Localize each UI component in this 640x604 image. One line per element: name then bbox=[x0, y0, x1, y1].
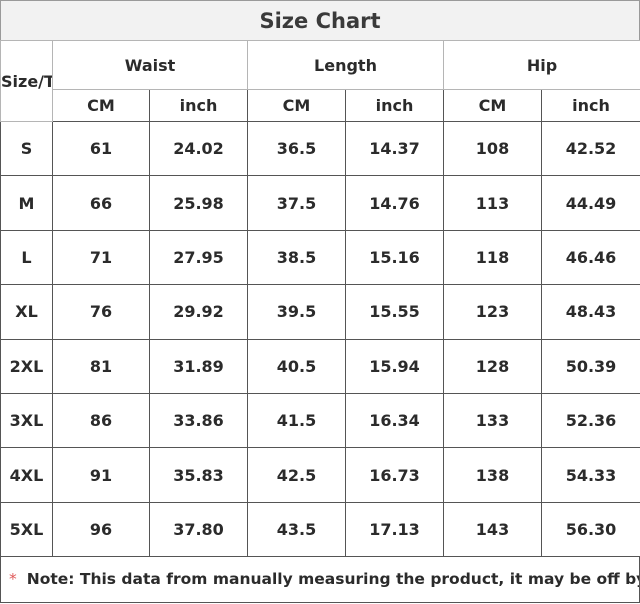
unit-header: CM bbox=[443, 89, 542, 122]
chart-title: Size Chart bbox=[0, 0, 640, 41]
table-cell: 138 bbox=[443, 447, 542, 503]
table-cell: 14.37 bbox=[345, 120, 444, 177]
table-cell: 37.5 bbox=[247, 175, 346, 231]
table-cell: 40.5 bbox=[247, 338, 346, 394]
table-cell: 128 bbox=[443, 338, 542, 394]
table-cell: 14.76 bbox=[345, 175, 444, 231]
table-cell: 46.46 bbox=[540, 229, 640, 286]
table-row: 4XL 91 35.83 42.5 16.73 138 54.33 bbox=[0, 447, 640, 503]
unit-header: CM bbox=[52, 89, 150, 122]
table-cell: 16.73 bbox=[345, 447, 444, 503]
table-cell: 17.13 bbox=[345, 501, 444, 558]
table-body: S 61 24.02 36.5 14.37 108 42.52 M 66 25.… bbox=[0, 120, 640, 558]
table-cell: 76 bbox=[52, 284, 150, 340]
table-cell: 38.5 bbox=[247, 229, 346, 286]
table-cell: 27.95 bbox=[149, 229, 248, 286]
unit-header: CM bbox=[247, 89, 346, 122]
table-cell: 50.39 bbox=[540, 338, 640, 394]
table-cell: 143 bbox=[443, 501, 542, 558]
corner-label: Size/Ta bbox=[0, 40, 53, 122]
table-cell: 123 bbox=[443, 284, 542, 340]
table-cell: 56.30 bbox=[540, 501, 640, 558]
unit-header: inch bbox=[540, 89, 640, 122]
size-table: Size/Ta Waist Length Hip CM inch CM inch… bbox=[0, 40, 640, 558]
size-label: 3XL bbox=[0, 392, 53, 449]
size-label: 4XL bbox=[0, 447, 53, 503]
table-row: 5XL 96 37.80 43.5 17.13 143 56.30 bbox=[0, 501, 640, 558]
table-cell: 96 bbox=[52, 501, 150, 558]
table-cell: 41.5 bbox=[247, 392, 346, 449]
measurement-note: * Note: This data from manually measurin… bbox=[0, 556, 640, 603]
table-cell: 43.5 bbox=[247, 501, 346, 558]
table-cell: 113 bbox=[443, 175, 542, 231]
table-cell: 24.02 bbox=[149, 120, 248, 177]
table-cell: 86 bbox=[52, 392, 150, 449]
table-cell: 36.5 bbox=[247, 120, 346, 177]
group-header-row: Size/Ta Waist Length Hip bbox=[0, 40, 640, 122]
note-marker: * bbox=[9, 570, 17, 588]
table-cell: 118 bbox=[443, 229, 542, 286]
size-label: L bbox=[0, 229, 53, 286]
table-cell: 44.49 bbox=[540, 175, 640, 231]
size-label: XL bbox=[0, 284, 53, 340]
unit-header: inch bbox=[345, 89, 444, 122]
table-cell: 81 bbox=[52, 338, 150, 394]
table-cell: 42.52 bbox=[540, 120, 640, 177]
table-cell: 31.89 bbox=[149, 338, 248, 394]
size-label: 5XL bbox=[0, 501, 53, 558]
group-header-waist: Waist bbox=[52, 40, 248, 90]
table-cell: 71 bbox=[52, 229, 150, 286]
table-cell: 91 bbox=[52, 447, 150, 503]
table-row: 2XL 81 31.89 40.5 15.94 128 50.39 bbox=[0, 338, 640, 394]
note-text: Note: This data from manually measuring … bbox=[26, 570, 640, 588]
unit-header: inch bbox=[149, 89, 248, 122]
table-cell: 133 bbox=[443, 392, 542, 449]
table-cell: 35.83 bbox=[149, 447, 248, 503]
table-cell: 39.5 bbox=[247, 284, 346, 340]
table-row: M 66 25.98 37.5 14.76 113 44.49 bbox=[0, 175, 640, 231]
table-cell: 29.92 bbox=[149, 284, 248, 340]
table-row: 3XL 86 33.86 41.5 16.34 133 52.36 bbox=[0, 392, 640, 449]
table-cell: 15.94 bbox=[345, 338, 444, 394]
table-cell: 15.16 bbox=[345, 229, 444, 286]
table-row: L 71 27.95 38.5 15.16 118 46.46 bbox=[0, 229, 640, 286]
table-cell: 15.55 bbox=[345, 284, 444, 340]
table-cell: 33.86 bbox=[149, 392, 248, 449]
table-cell: 61 bbox=[52, 120, 150, 177]
table-cell: 108 bbox=[443, 120, 542, 177]
table-cell: 16.34 bbox=[345, 392, 444, 449]
table-cell: 48.43 bbox=[540, 284, 640, 340]
table-row: S 61 24.02 36.5 14.37 108 42.52 bbox=[0, 120, 640, 177]
size-label: S bbox=[0, 120, 53, 177]
size-label: M bbox=[0, 175, 53, 231]
table-cell: 52.36 bbox=[540, 392, 640, 449]
table-cell: 66 bbox=[52, 175, 150, 231]
table-cell: 54.33 bbox=[540, 447, 640, 503]
table-cell: 42.5 bbox=[247, 447, 346, 503]
table-cell: 25.98 bbox=[149, 175, 248, 231]
group-header-hip: Hip bbox=[442, 40, 640, 90]
table-cell: 37.80 bbox=[149, 501, 248, 558]
table-row: XL 76 29.92 39.5 15.55 123 48.43 bbox=[0, 284, 640, 340]
unit-header-row: CM inch CM inch CM inch bbox=[1, 89, 640, 122]
size-label: 2XL bbox=[0, 338, 53, 394]
group-header-length: Length bbox=[247, 40, 444, 90]
